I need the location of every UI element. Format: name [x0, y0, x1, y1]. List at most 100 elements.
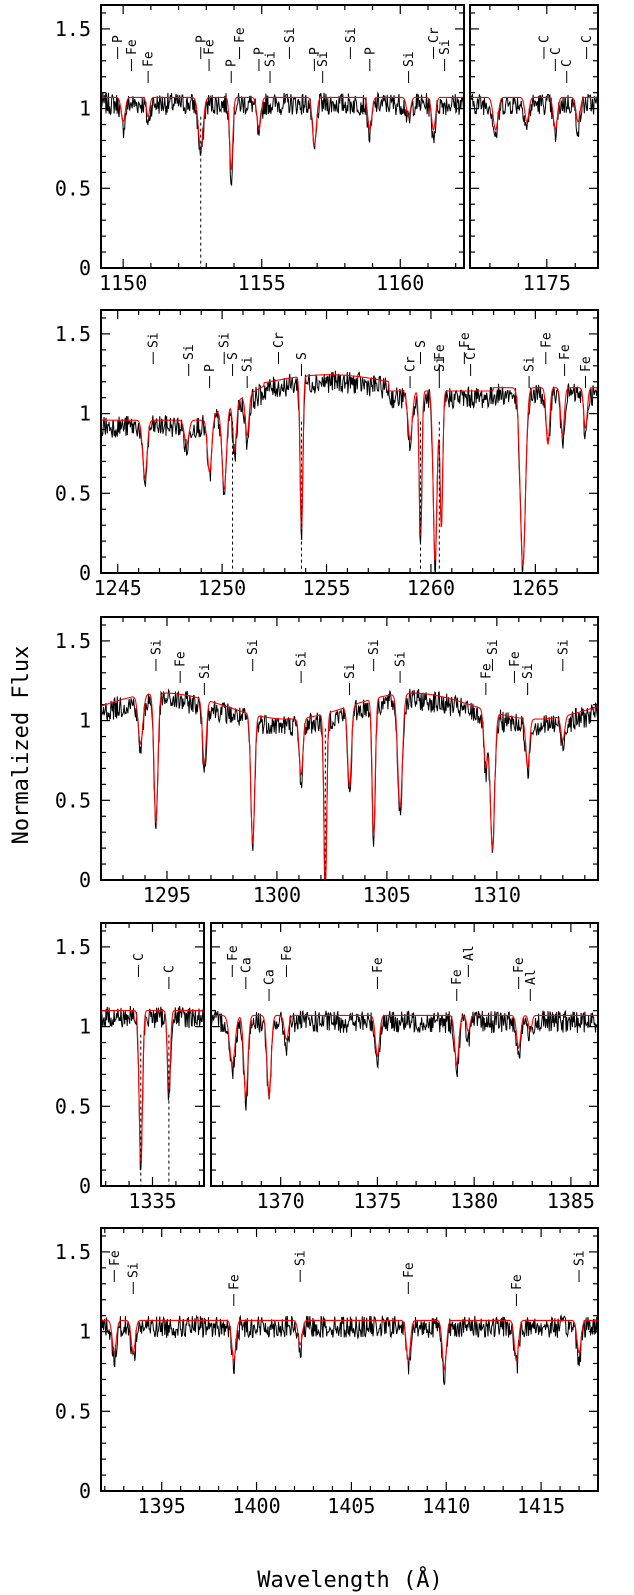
- line-id-label: Fe: [233, 27, 248, 43]
- line-id-label: Fe: [508, 651, 523, 667]
- x-tick-label: 1395: [138, 1494, 186, 1518]
- line-id-label: Si: [149, 639, 164, 655]
- line-id-label: Fe: [539, 332, 554, 348]
- line-id-label: S: [226, 352, 241, 360]
- panel-frame: [100, 1227, 599, 1492]
- x-tick-label: 1260: [407, 576, 455, 600]
- line-id-label: S: [414, 340, 429, 348]
- x-tick-label: 1160: [376, 271, 424, 295]
- line-id-label: Fe: [280, 945, 295, 961]
- x-tick-label: 1175: [523, 271, 571, 295]
- panel-frame: [100, 616, 599, 881]
- line-id-label: C: [132, 953, 147, 961]
- panel-frame: [100, 922, 205, 1187]
- observed-spectrum-line: [101, 91, 464, 187]
- line-id-label: Si: [198, 663, 213, 679]
- line-id-label: Si: [402, 51, 417, 67]
- x-tick-label: 1265: [511, 576, 559, 600]
- x-tick-label: 1400: [232, 1494, 280, 1518]
- line-id-label: P: [194, 35, 209, 43]
- x-tick-label: 1415: [517, 1494, 565, 1518]
- panel-frame: [469, 4, 599, 269]
- line-id-label: Si: [367, 639, 382, 655]
- line-id-label: Si: [147, 332, 162, 348]
- line-id-label: S: [295, 352, 310, 360]
- line-id-label: Fe: [512, 957, 527, 973]
- line-id-label: Si: [295, 651, 310, 667]
- x-tick-label: 1155: [238, 271, 286, 295]
- line-id-label: Si: [523, 356, 538, 372]
- model-spectrum-line: [470, 96, 598, 132]
- line-id-label: Si: [218, 332, 233, 348]
- observed-spectrum-line: [101, 1313, 598, 1385]
- y-tick-label: 1: [79, 402, 91, 426]
- y-tick-label: 0.5: [55, 176, 91, 200]
- y-tick-label: 0.5: [55, 788, 91, 812]
- y-tick-label: 1.5: [55, 17, 91, 41]
- model-spectrum-line: [101, 96, 464, 171]
- line-id-label: Fe: [226, 945, 241, 961]
- observed-spectrum-line: [101, 688, 598, 880]
- line-id-label: Al: [462, 945, 477, 961]
- line-id-label: Fe: [450, 969, 465, 985]
- line-id-label: Si: [433, 356, 448, 372]
- observed-spectrum-line: [211, 1010, 598, 1111]
- line-id-label: P: [111, 35, 126, 43]
- line-id-label: Fe: [142, 51, 157, 67]
- y-tick-label: 1.5: [55, 322, 91, 346]
- x-tick-label: 1305: [363, 883, 411, 907]
- line-id-label: Fe: [458, 332, 473, 348]
- line-id-label: P: [225, 59, 240, 67]
- line-id-label: C: [549, 47, 564, 55]
- line-id-label: Cr: [464, 344, 479, 360]
- y-tick-label: 0: [79, 1479, 91, 1503]
- x-tick-label: 1375: [353, 1189, 401, 1213]
- x-tick-label: 1300: [253, 883, 301, 907]
- line-id-label: Si: [394, 651, 409, 667]
- line-id-label: P: [363, 47, 378, 55]
- y-tick-label: 0.5: [55, 1399, 91, 1423]
- y-tick-label: 0: [79, 561, 91, 585]
- line-id-label: Si: [438, 39, 453, 55]
- x-tick-label: 1385: [547, 1189, 595, 1213]
- observed-spectrum-line: [101, 1005, 204, 1171]
- x-tick-label: 1255: [302, 576, 350, 600]
- line-id-label: Fe: [479, 663, 494, 679]
- line-id-label: Si: [486, 639, 501, 655]
- line-id-label: Cr: [404, 356, 419, 372]
- x-axis-label: Wavelength (Å): [257, 1566, 442, 1593]
- y-tick-label: 0: [79, 1174, 91, 1198]
- line-id-label: Fe: [203, 39, 218, 55]
- panel-frame: [100, 309, 599, 574]
- line-id-label: C: [537, 35, 552, 43]
- model-spectrum-line: [101, 374, 598, 567]
- x-tick-label: 1380: [450, 1189, 498, 1213]
- line-id-label: Fe: [402, 1262, 417, 1278]
- line-id-label: P: [203, 364, 218, 372]
- line-id-label: Si: [283, 27, 298, 43]
- line-id-label: Fe: [125, 39, 140, 55]
- line-id-label: C: [560, 59, 575, 67]
- line-id-label: Si: [343, 663, 358, 679]
- chart-panel: 1335 0 0.5 1 1.5 C C: [55, 922, 205, 1213]
- y-tick-label: 0: [79, 256, 91, 280]
- line-id-label: Fe: [174, 651, 189, 667]
- line-id-label: Fe: [227, 1274, 242, 1290]
- line-id-label: Ca: [263, 969, 278, 985]
- y-tick-label: 1.5: [55, 1240, 91, 1264]
- x-tick-label: 1335: [128, 1189, 176, 1213]
- model-spectrum-line: [101, 1009, 204, 1165]
- line-id-label: Si: [573, 1250, 588, 1266]
- line-id-label: P: [252, 47, 267, 55]
- y-tick-label: 1: [79, 1320, 91, 1344]
- x-tick-label: 1310: [473, 883, 521, 907]
- panel-frame: [100, 4, 465, 269]
- line-id-label: P: [308, 47, 323, 55]
